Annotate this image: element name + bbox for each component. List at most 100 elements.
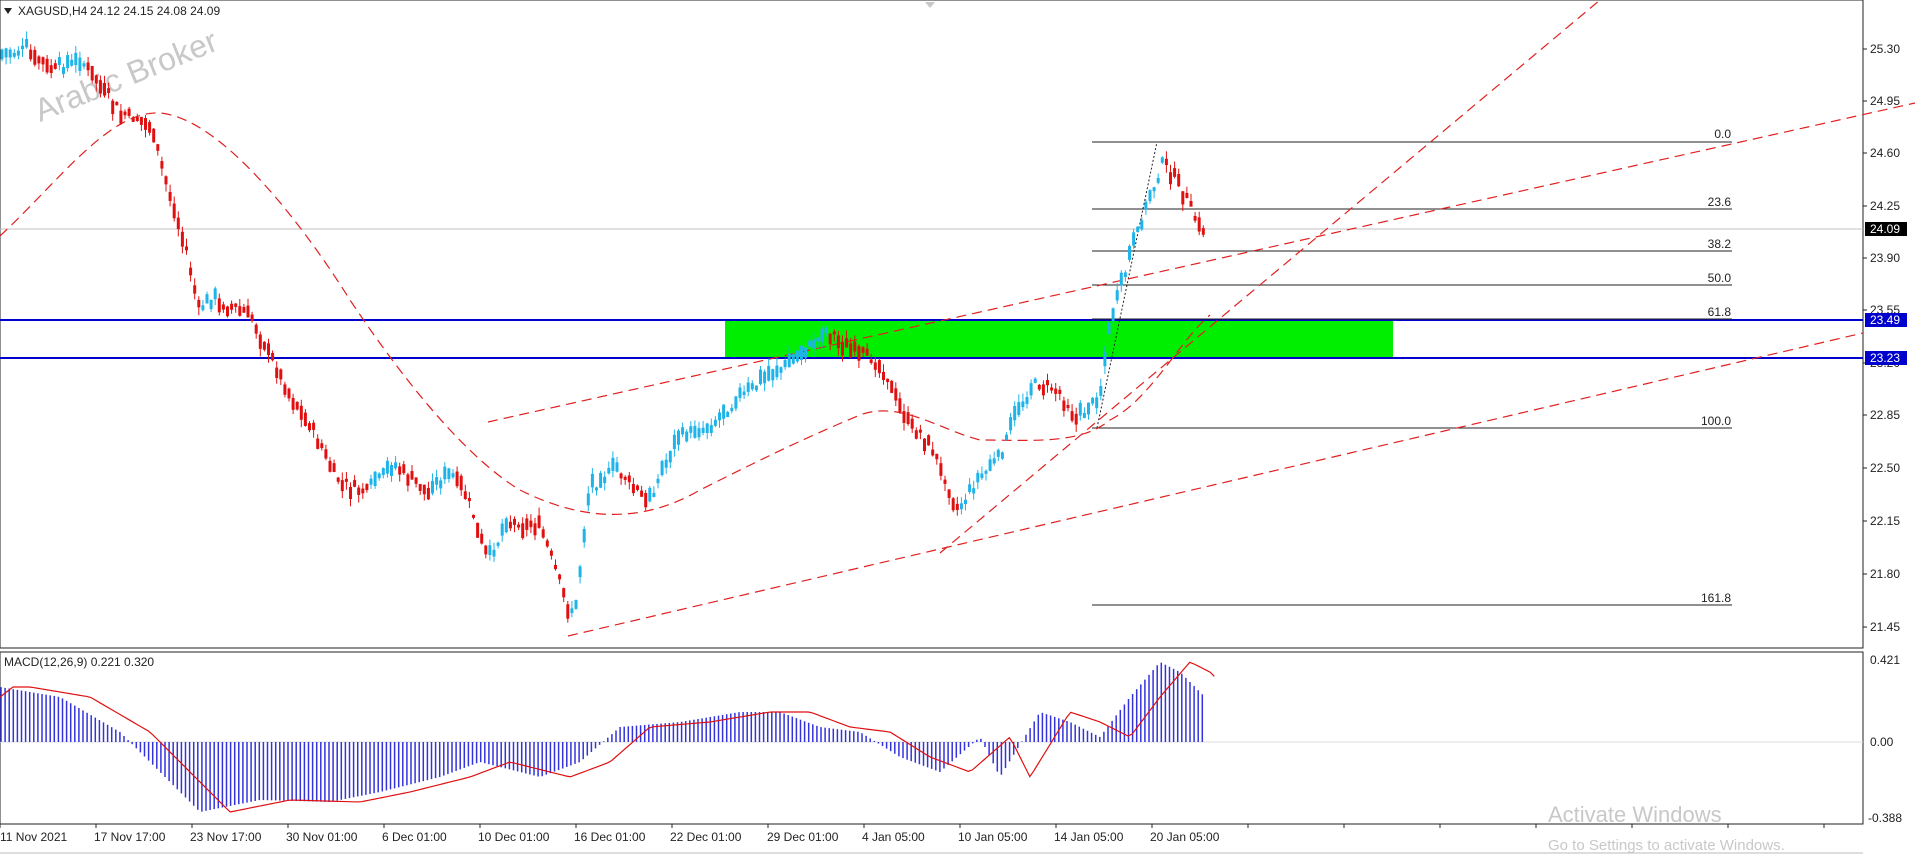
candle-body bbox=[156, 144, 160, 151]
candle-body bbox=[964, 499, 967, 505]
candle-body bbox=[890, 380, 894, 393]
candle-body bbox=[578, 566, 582, 578]
candle-body bbox=[804, 347, 808, 358]
candle-body bbox=[886, 378, 890, 383]
candle-body bbox=[1009, 417, 1013, 431]
candle-body bbox=[1095, 397, 1099, 409]
candle-body bbox=[1160, 157, 1164, 163]
candle-body bbox=[4, 48, 8, 58]
candle-body bbox=[1119, 272, 1123, 286]
candle-body bbox=[504, 518, 508, 533]
candle-body bbox=[636, 485, 639, 490]
x-axis-label: 4 Jan 05:00 bbox=[862, 830, 925, 844]
candle-body bbox=[1144, 201, 1148, 210]
candle-body bbox=[340, 480, 344, 492]
candle-body bbox=[1078, 402, 1082, 416]
x-axis-label: 10 Dec 01:00 bbox=[478, 830, 550, 844]
candle-body bbox=[1017, 402, 1021, 416]
candle-body bbox=[894, 388, 898, 401]
candle-body bbox=[533, 523, 537, 536]
candle-body bbox=[664, 459, 668, 468]
candle-body bbox=[492, 549, 496, 557]
candle-body bbox=[299, 405, 303, 420]
candle-body bbox=[295, 401, 299, 410]
candle-body bbox=[759, 369, 762, 385]
fib-label-161-8: 161.8 bbox=[1701, 591, 1731, 605]
candle-body bbox=[1025, 397, 1029, 404]
candle-body bbox=[451, 473, 455, 478]
candle-body bbox=[131, 117, 135, 122]
candle-body bbox=[332, 463, 336, 473]
candle-body bbox=[923, 438, 926, 452]
candle-body bbox=[935, 453, 939, 460]
candle-body bbox=[37, 56, 41, 64]
activate-windows-subtitle: Go to Settings to activate Windows. bbox=[1548, 837, 1785, 854]
candle-body bbox=[33, 49, 37, 65]
candle-body bbox=[316, 438, 320, 449]
candle-body bbox=[882, 371, 885, 381]
candle-body bbox=[230, 303, 234, 310]
candle-body bbox=[467, 497, 471, 502]
scroll-shift-marker-icon[interactable] bbox=[925, 2, 935, 8]
candle-body bbox=[144, 118, 147, 130]
candle-body bbox=[86, 62, 90, 71]
candle-body bbox=[722, 404, 726, 419]
candle-body bbox=[250, 314, 254, 321]
candle-body bbox=[623, 476, 627, 480]
candle-body bbox=[959, 503, 963, 510]
candle-body bbox=[574, 600, 578, 609]
candle-body bbox=[185, 246, 188, 251]
candle-body bbox=[381, 468, 385, 476]
candle-body bbox=[1037, 384, 1041, 390]
candle-body bbox=[111, 100, 115, 115]
candle-body bbox=[1050, 387, 1054, 391]
fib-label-0: 0.0 bbox=[1714, 127, 1731, 141]
candle-body bbox=[701, 427, 705, 433]
candle-body bbox=[254, 324, 258, 334]
candle-body bbox=[336, 477, 340, 482]
candle-body bbox=[746, 382, 750, 392]
candle-body bbox=[201, 305, 205, 311]
y-axis-label: 24.60 bbox=[1870, 146, 1900, 160]
candle-body bbox=[877, 360, 881, 374]
candle-body bbox=[529, 520, 533, 528]
candle-body bbox=[193, 285, 197, 294]
macd-axis-label: 0.00 bbox=[1870, 735, 1894, 749]
candle-body bbox=[1128, 245, 1131, 260]
fibonacci-retracement[interactable] bbox=[1092, 141, 1732, 606]
macd-title: MACD(12,26,9) 0.221 0.320 bbox=[4, 655, 154, 669]
candle-body bbox=[537, 515, 541, 528]
candle-body bbox=[1046, 380, 1049, 386]
candle-body bbox=[570, 608, 574, 614]
y-axis-label: 22.50 bbox=[1870, 461, 1900, 475]
candle-body bbox=[74, 52, 78, 66]
candle-body bbox=[291, 397, 295, 410]
fib-anchor-line bbox=[1096, 141, 1158, 429]
candle-body bbox=[418, 484, 422, 491]
candle-body bbox=[369, 478, 373, 485]
candle-body bbox=[508, 521, 512, 529]
candle-body bbox=[750, 383, 754, 390]
candle-body bbox=[783, 359, 787, 368]
candle-body bbox=[213, 288, 217, 300]
candle-body bbox=[242, 307, 246, 313]
candle-body bbox=[1177, 174, 1181, 187]
candle-body bbox=[1189, 200, 1193, 207]
candle-body bbox=[1140, 220, 1144, 230]
candle-body bbox=[312, 422, 316, 430]
candle-body bbox=[328, 460, 332, 472]
candle-body bbox=[16, 50, 20, 56]
candle-body bbox=[1164, 158, 1168, 166]
candle-body bbox=[361, 488, 365, 494]
candle-body bbox=[705, 423, 709, 433]
y-axis-label: 24.25 bbox=[1870, 199, 1900, 213]
macd-panel-frame[interactable] bbox=[0, 651, 1864, 825]
trendlines[interactable] bbox=[487, 0, 1915, 637]
chart-menu-triangle-icon[interactable] bbox=[4, 8, 12, 14]
ohlc-values: 24.12 24.15 24.08 24.09 bbox=[90, 4, 220, 18]
candle-body bbox=[865, 348, 869, 356]
candle-body bbox=[1074, 413, 1078, 425]
y-axis-label: 22.85 bbox=[1870, 408, 1900, 422]
candle-body bbox=[275, 367, 279, 379]
